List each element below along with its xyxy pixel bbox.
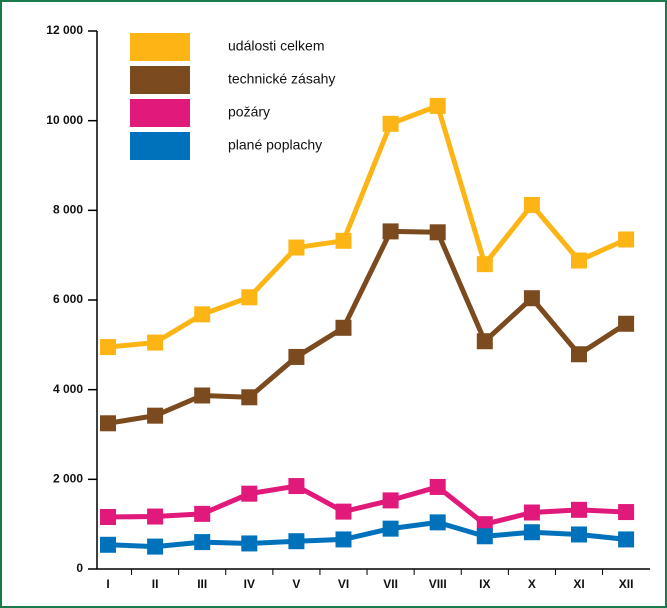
point (147, 538, 164, 555)
point (100, 415, 116, 432)
y-tick-label: 10 000 (46, 113, 83, 127)
point (288, 533, 305, 550)
legend-swatch (130, 132, 190, 160)
point (335, 503, 352, 520)
point (335, 319, 352, 336)
point (429, 224, 446, 241)
point (571, 252, 587, 269)
y-tick-label: 12 000 (46, 23, 83, 37)
x-tick-label: X (528, 577, 536, 591)
point (194, 387, 211, 404)
x-tick-label: II (152, 577, 159, 591)
point (335, 531, 352, 548)
x-tick-label: III (197, 577, 207, 591)
point (476, 333, 493, 350)
point (382, 520, 399, 537)
point (147, 508, 164, 525)
y-tick-label: 0 (76, 561, 83, 575)
point (382, 223, 399, 240)
point (147, 334, 164, 351)
point (523, 524, 540, 541)
point (241, 535, 258, 552)
point (618, 231, 635, 248)
y-tick-label: 8 000 (53, 203, 83, 217)
point (429, 478, 446, 495)
x-tick-label: VIII (429, 577, 447, 591)
legend-label: technické zásahy (228, 71, 335, 87)
x-tick-label: VII (383, 577, 398, 591)
point (476, 256, 493, 273)
x-tick-label: I (106, 577, 109, 591)
point (288, 348, 305, 365)
point (476, 516, 493, 533)
point (147, 407, 164, 424)
point (523, 504, 540, 521)
legend-swatch (130, 66, 190, 94)
legend-swatch (130, 33, 190, 61)
point (194, 505, 211, 522)
legend-label: plané poplachy (228, 137, 322, 153)
x-tick-label: IX (479, 577, 490, 591)
point (429, 514, 446, 531)
point (288, 239, 305, 256)
point (618, 531, 635, 548)
point (100, 339, 116, 356)
point (429, 97, 446, 114)
point (335, 232, 352, 249)
point (571, 501, 587, 518)
legend-label: události celkem (228, 38, 325, 54)
point (382, 492, 399, 509)
y-tick-label: 2 000 (53, 472, 83, 486)
point (618, 315, 635, 332)
x-tick-label: XII (619, 577, 634, 591)
point (241, 389, 258, 406)
point (571, 526, 587, 543)
point (288, 478, 305, 495)
legend-label: požáry (228, 104, 270, 120)
x-tick-label: XI (573, 577, 584, 591)
point (476, 528, 493, 545)
x-tick-label: V (292, 577, 300, 591)
legend-swatch (130, 99, 190, 127)
point (382, 115, 399, 132)
point (571, 346, 587, 363)
point (100, 508, 116, 525)
x-tick-label: IV (244, 577, 255, 591)
point (194, 306, 211, 323)
point (100, 536, 116, 553)
x-tick-label: VI (338, 577, 349, 591)
point (241, 485, 258, 502)
point (523, 290, 540, 307)
point (194, 534, 211, 551)
point (618, 504, 635, 521)
y-tick-label: 4 000 (53, 382, 83, 396)
point (241, 289, 258, 306)
point (523, 196, 540, 213)
y-tick-label: 6 000 (53, 292, 83, 306)
